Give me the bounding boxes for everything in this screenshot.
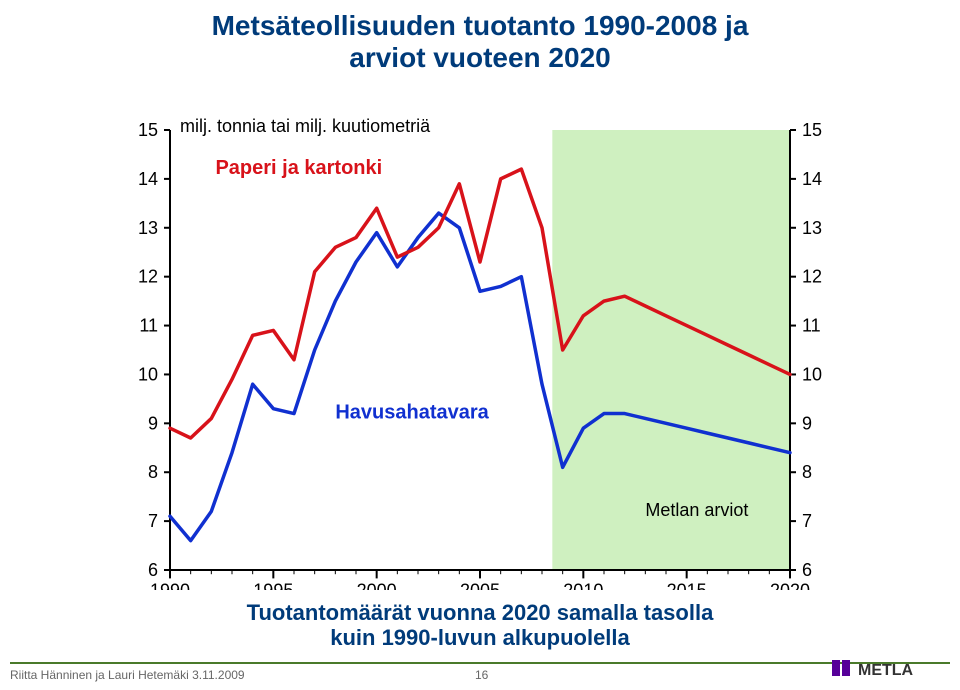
slide: Metsäteollisuuden tuotanto 1990-2008 ja …	[0, 0, 960, 690]
title-line2: arviot vuoteen 2020	[0, 42, 960, 74]
ytick-label-right: 15	[802, 120, 822, 140]
ytick-label-left: 14	[138, 169, 158, 189]
ytick-label-left: 11	[139, 316, 158, 336]
ytick-label-left: 7	[148, 511, 158, 531]
xtick-label: 2015	[667, 580, 707, 590]
y-axis-title: milj. tonnia tai milj. kuutiometriä	[180, 116, 431, 136]
slide-title: Metsäteollisuuden tuotanto 1990-2008 ja …	[0, 10, 960, 74]
ytick-label-left: 8	[148, 462, 158, 482]
xtick-label: 2000	[357, 580, 397, 590]
xtick-label: 2010	[563, 580, 603, 590]
chart: 6 6 7 7 8 8 9 9 10 10 11 11 12 12 13 13 14 14 15 15 1990 1995…	[110, 110, 850, 590]
footer-text: Riitta Hänninen ja Lauri Hetemäki 3.11.2…	[10, 668, 245, 682]
ytick-label-left: 12	[138, 267, 158, 287]
ytick-label-left: 13	[138, 218, 158, 238]
metla-logo: METLA	[832, 654, 942, 682]
ytick-label-right: 10	[802, 364, 822, 384]
subtitle-line1: Tuotantomäärät vuonna 2020 samalla tasol…	[247, 600, 714, 625]
xtick-label: 1990	[150, 580, 190, 590]
ytick-label-left: 9	[148, 413, 158, 433]
svg-text:METLA: METLA	[858, 662, 914, 679]
ytick-label-right: 12	[802, 267, 822, 287]
xtick-label: 1995	[253, 580, 293, 590]
ytick-label-right: 9	[802, 413, 812, 433]
ytick-label-right: 13	[802, 218, 822, 238]
label-paperi-kartonki: Paperi ja kartonki	[215, 157, 382, 179]
page-number: 16	[475, 668, 488, 682]
label-havusahatavara: Havusahatavara	[335, 401, 489, 423]
ytick-label-right: 7	[802, 511, 812, 531]
bottom-rule	[10, 662, 950, 664]
ytick-label-right: 6	[802, 560, 812, 580]
xtick-label: 2020	[770, 580, 810, 590]
ytick-label-left: 10	[138, 364, 158, 384]
xtick-label: 2005	[460, 580, 500, 590]
subtitle-line2: kuin 1990-luvun alkupuolella	[330, 625, 630, 650]
annotation-metlan-arviot: Metlan arviot	[645, 500, 748, 520]
ytick-label-left: 6	[148, 560, 158, 580]
ytick-label-left: 15	[138, 120, 158, 140]
ytick-label-right: 8	[802, 462, 812, 482]
ytick-label-right: 11	[802, 316, 821, 336]
metla-logo-svg: METLA	[832, 654, 942, 682]
title-line1: Metsäteollisuuden tuotanto 1990-2008 ja	[0, 10, 960, 42]
slide-subtitle: Tuotantomäärät vuonna 2020 samalla tasol…	[0, 600, 960, 651]
chart-svg: 6 6 7 7 8 8 9 9 10 10 11 11 12 12 13 13 14 14 15 15 1990 1995…	[110, 110, 850, 590]
ytick-label-right: 14	[802, 169, 822, 189]
